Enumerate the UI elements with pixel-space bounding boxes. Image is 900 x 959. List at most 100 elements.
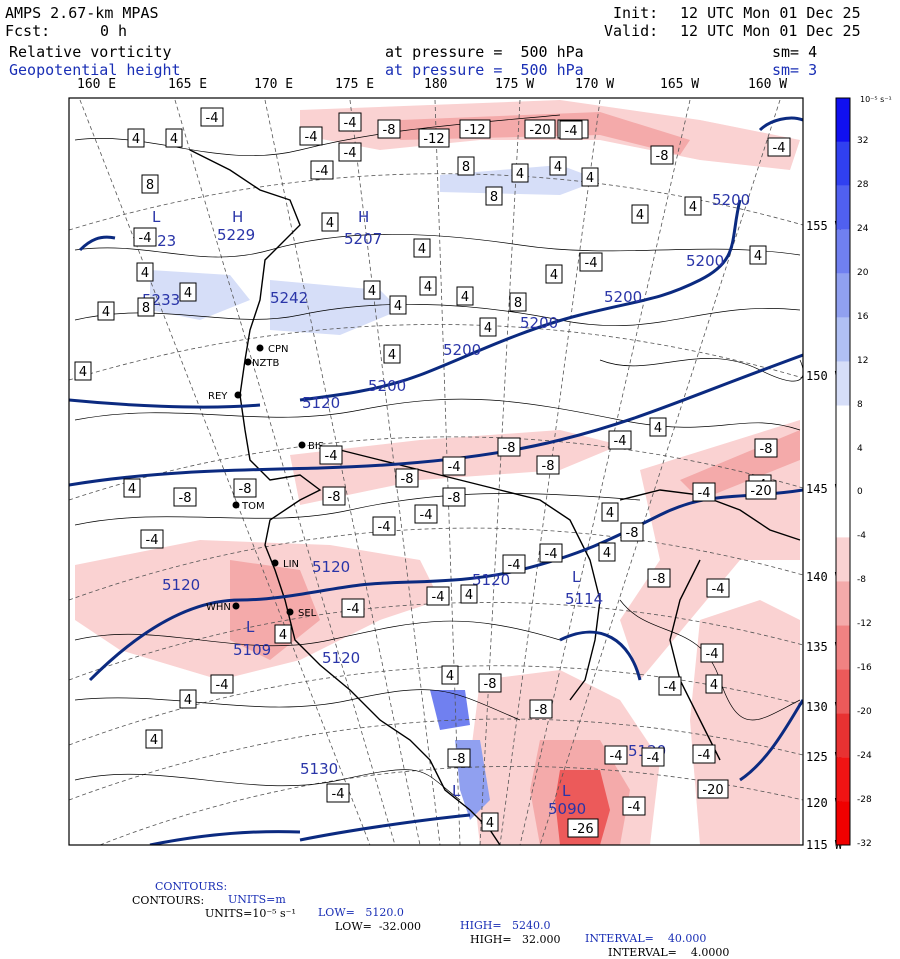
vorticity-label-text: -4 xyxy=(378,520,391,535)
vorticity-label: -4 xyxy=(341,598,365,618)
vorticity-label: -8 xyxy=(536,455,560,475)
vorticity-label-text: -26 xyxy=(572,822,593,837)
vorticity-label: 4 xyxy=(511,163,529,183)
colorbar-tick-label: -32 xyxy=(857,839,872,849)
station-label-tom: TOM xyxy=(241,501,265,512)
vorticity-label-text: -4 xyxy=(216,678,229,693)
lon-label-165w: 165 W xyxy=(660,77,700,92)
footer1-label: CONTOURS: xyxy=(155,880,228,893)
lon-label-175w: 175 W xyxy=(495,77,535,92)
vorticity-label: 4 xyxy=(179,689,197,709)
vorticity-label: -4 xyxy=(140,529,164,549)
height-label: 5120 xyxy=(312,558,350,576)
lat-label-130w: 130 W xyxy=(806,700,843,714)
colorbar-tick-label: -16 xyxy=(857,663,872,674)
vorticity-label: 8 xyxy=(485,186,503,206)
vorticity-label: -4 xyxy=(210,674,234,694)
vorticity-label-text: 4 xyxy=(636,208,644,223)
vorticity-label-text: -4 xyxy=(698,486,711,501)
vorticity-label: 4 xyxy=(136,262,154,282)
colorbar-segment xyxy=(836,625,850,670)
vorticity-label-text: 4 xyxy=(606,506,614,521)
vorticity-label: -8 xyxy=(442,487,466,507)
vorticity-label-text: 4 xyxy=(516,167,524,182)
colorbar-segment xyxy=(836,141,850,186)
lat-label-120w: 120 W xyxy=(806,796,843,810)
colorbar-segment xyxy=(836,185,850,230)
field1-name: Relative vorticity xyxy=(9,43,172,61)
vorticity-label: -4 xyxy=(692,744,716,764)
vorticity-label: 4 xyxy=(74,361,92,381)
vorticity-label: -8 xyxy=(478,673,502,693)
vorticity-label-text: -4 xyxy=(325,449,338,464)
vorticity-label-text: 4 xyxy=(446,669,454,684)
vorticity-label-text: -20 xyxy=(750,484,771,499)
vorticity-label: 4 xyxy=(649,417,667,437)
vorticity-label-text: -8 xyxy=(453,752,466,767)
vorticity-label: -4 xyxy=(200,107,224,127)
vorticity-label-text: 4 xyxy=(368,284,376,299)
vorticity-label-text: 4 xyxy=(586,171,594,186)
vorticity-label-text: -4 xyxy=(712,582,725,597)
height-label: 5200 xyxy=(443,341,481,359)
vorticity-label: -8 xyxy=(322,486,346,506)
vorticity-label: 8 xyxy=(137,297,155,317)
vorticity-label-text: -4 xyxy=(344,146,357,161)
lon-label-170w: 170 W xyxy=(575,77,615,92)
vorticity-label-text: 4 xyxy=(150,733,158,748)
vorticity-label: 8 xyxy=(141,174,159,194)
vorticity-label-text: -4 xyxy=(664,680,677,695)
height-label: 5109 xyxy=(233,641,271,659)
lon-label-175e: 175 E xyxy=(335,77,375,92)
colorbar-segment xyxy=(836,361,850,406)
vorticity-label-text: -8 xyxy=(401,472,414,487)
vorticity-label-text: -4 xyxy=(316,164,329,179)
vorticity-label: -4 xyxy=(641,747,665,767)
vorticity-label-text: -4 xyxy=(508,558,521,573)
vorticity-label: 4 xyxy=(97,301,115,321)
vorticity-label-text: 4 xyxy=(486,816,494,831)
vorticity-label-text: -4 xyxy=(565,124,578,139)
footer2-interval: INTERVAL= 4.0000 xyxy=(608,946,730,959)
height-label: 5130 xyxy=(300,760,338,778)
vorticity-label: 4 xyxy=(481,812,499,832)
vorticity-label: 4 xyxy=(601,502,619,522)
vorticity-label: -8 xyxy=(395,468,419,488)
vorticity-label: 4 xyxy=(456,286,474,306)
valid-label: Valid: xyxy=(604,22,659,40)
vorticity-label-text: 4 xyxy=(170,132,178,147)
colorbar-tick-label: 12 xyxy=(857,355,869,366)
height-label: 5090 xyxy=(548,800,586,818)
vorticity-label-text: 4 xyxy=(394,299,402,314)
colorbar-segment xyxy=(836,449,850,494)
fcst-value: 0 h xyxy=(100,22,128,40)
vorticity-contour-info: CONTOURS: UNITS=10⁻⁵ s⁻¹ LOW= -32.000 HI… xyxy=(0,881,900,959)
vorticity-label: -8 xyxy=(620,522,644,542)
vorticity-label: 4 xyxy=(321,212,339,232)
high-marker: H xyxy=(358,208,369,226)
colorbar-segment xyxy=(836,229,850,274)
height-labels: 5229 5223 5207 5233 5242 5200 5200 5200 … xyxy=(138,191,750,818)
field2-name: Geopotential height xyxy=(9,61,181,79)
vorticity-label: -20 xyxy=(524,119,556,139)
height-label: 5200 xyxy=(368,377,406,395)
vorticity-label-text: -8 xyxy=(328,490,341,505)
vorticity-label: -4 xyxy=(372,516,396,536)
station-label-lin: LIN xyxy=(283,559,299,570)
vorticity-label-text: -4 xyxy=(206,111,219,126)
colorbar-segment xyxy=(836,493,850,538)
low-marker: L xyxy=(572,568,581,586)
colorbar-segment xyxy=(836,713,850,758)
station-label-whn: WHN xyxy=(206,602,231,613)
colorbar-tick-label: 28 xyxy=(857,179,869,190)
station-dot-lin xyxy=(271,559,279,567)
station-label-nztb: NZTB xyxy=(252,358,279,369)
low-marker: L xyxy=(152,208,161,226)
vorticity-label: -12 xyxy=(459,119,491,139)
lon-label-165e: 165 E xyxy=(168,77,208,92)
low-marker: L xyxy=(246,618,255,636)
vorticity-label: 4 xyxy=(460,584,478,604)
vorticity-label-text: -4 xyxy=(332,787,345,802)
lat-label-155w: 155 W xyxy=(806,219,843,233)
vorticity-label-text: -4 xyxy=(139,231,152,246)
